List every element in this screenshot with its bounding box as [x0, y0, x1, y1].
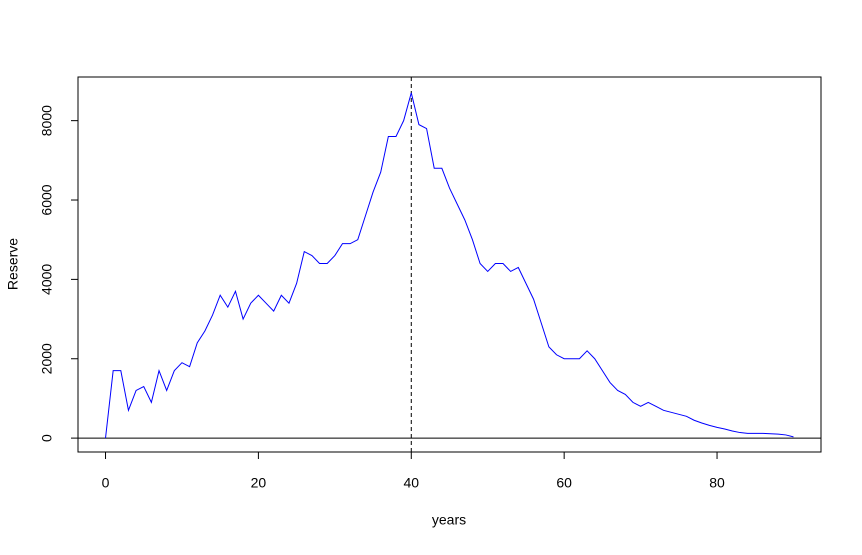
x-tick-label: 0	[102, 475, 110, 491]
y-tick-label: 8000	[39, 105, 55, 136]
y-tick-label: 6000	[39, 184, 55, 215]
series-line	[105, 92, 794, 439]
x-tick-label: 20	[251, 475, 267, 491]
y-tick-label: 2000	[39, 343, 55, 374]
x-tick-label: 80	[709, 475, 725, 491]
x-axis-label: years	[432, 512, 466, 528]
x-tick-label: 40	[403, 475, 419, 491]
y-tick-label: 0	[39, 434, 55, 442]
y-tick-label: 4000	[39, 264, 55, 295]
y-axis-label: Reserve	[5, 238, 21, 290]
plot-box	[77, 76, 822, 453]
x-tick-label: 60	[556, 475, 572, 491]
